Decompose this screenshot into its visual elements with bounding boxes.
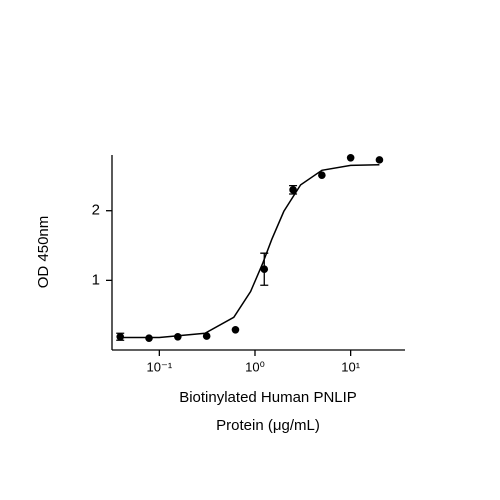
data-point <box>202 332 211 340</box>
data-point <box>231 326 240 334</box>
data-point <box>174 332 182 341</box>
x-axis-label: Protein (μg/mL) <box>216 417 320 434</box>
x-tick-label: 10⁻¹ <box>147 359 173 374</box>
data-point <box>289 186 297 194</box>
data-point <box>318 171 326 179</box>
data-point <box>260 265 269 274</box>
x-axis-label: Biotinylated Human PNLIP <box>179 389 357 406</box>
x-tick-label: 10⁰ <box>245 359 265 374</box>
data-point <box>116 332 125 341</box>
y-tick-label: 2 <box>92 202 100 219</box>
fit-curve <box>121 164 380 339</box>
data-point <box>346 153 355 162</box>
data-point <box>375 156 384 164</box>
y-axis-label: OD 450nm <box>35 216 52 289</box>
y-tick-label: 1 <box>92 271 100 288</box>
data-point <box>145 334 153 342</box>
x-tick-label: 10¹ <box>341 359 360 374</box>
